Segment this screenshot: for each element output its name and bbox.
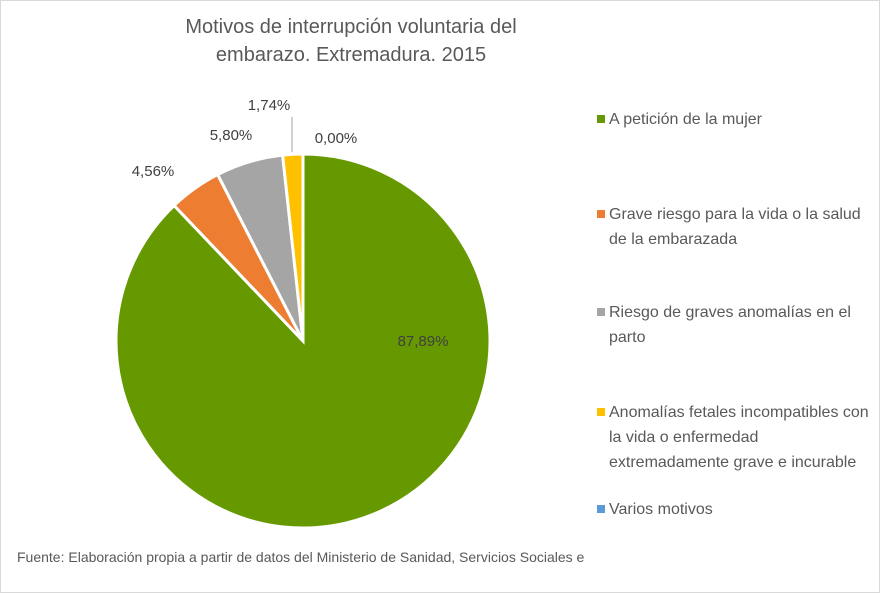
legend-entry: Riesgo de graves anomalías en el parto xyxy=(597,300,879,350)
legend-label: Varios motivos xyxy=(609,501,713,518)
legend-label: A petición de la mujer xyxy=(609,111,762,128)
legend-entry: Grave riesgo para la vida o la salud de … xyxy=(597,202,879,252)
source-note: Fuente: Elaboración propia a partir de d… xyxy=(17,549,585,565)
legend-entry: Anomalías fetales incompatibles con la v… xyxy=(597,400,879,475)
data-label: 5,80% xyxy=(210,127,253,144)
chart-title: Motivos de interrupción voluntaria del e… xyxy=(185,16,517,66)
data-label: 87,89% xyxy=(398,333,449,350)
legend-label: Riesgo de graves anomalías en el parto xyxy=(609,304,851,346)
legend-entry: Varios motivos xyxy=(597,497,879,522)
pie-slice xyxy=(280,152,305,342)
data-label: 1,74% xyxy=(248,97,291,114)
legend-swatch xyxy=(597,408,605,416)
legend-swatch xyxy=(597,210,605,218)
data-label: 0,00% xyxy=(315,130,358,147)
legend-label: Grave riesgo para la vida o la salud de … xyxy=(609,206,861,248)
data-label: 4,56% xyxy=(132,163,175,180)
legend-label: Anomalías fetales incompatibles con la v… xyxy=(609,404,869,471)
legend-swatch xyxy=(597,505,605,513)
legend-entry: A petición de la mujer xyxy=(597,107,879,132)
legend-swatch xyxy=(597,115,605,123)
legend-swatch xyxy=(597,308,605,316)
pie-area: 87,89% 4,56% 5,80% 1,74% 0,00% xyxy=(114,97,492,530)
